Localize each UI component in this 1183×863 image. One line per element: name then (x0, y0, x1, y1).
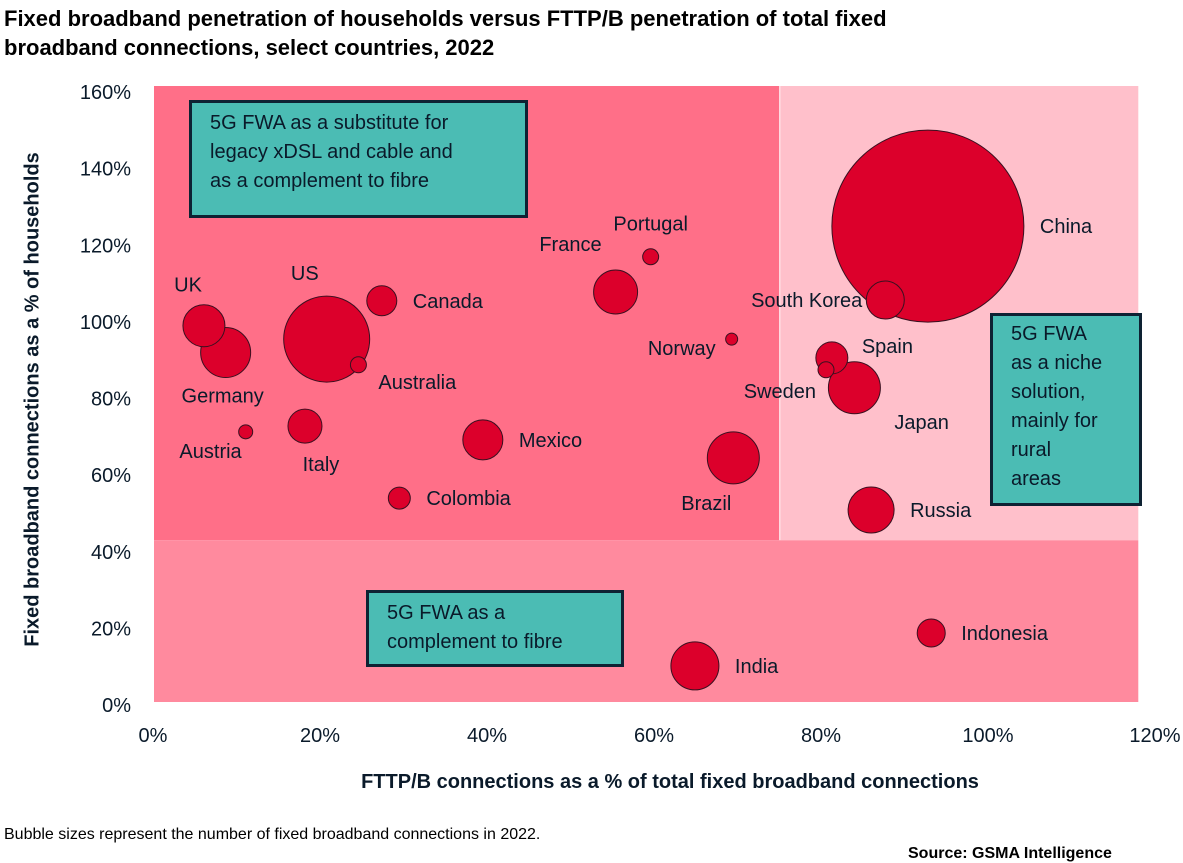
bubble-label: Colombia (426, 488, 511, 510)
bubble-us (283, 295, 371, 383)
bubble-colombia (387, 486, 411, 510)
x-tick-label: 100% (962, 725, 1013, 747)
chart-title-line-1: Fixed broadband penetration of household… (4, 6, 887, 31)
callout-niche-line: mainly for (1011, 410, 1098, 432)
x-axis-label: FTTP/B connections as a % of total fixed… (361, 771, 979, 793)
callout-substitute-line: legacy xDSL and cable and (210, 141, 453, 163)
bubble-sweden (817, 361, 835, 379)
bubble-label: France (539, 234, 601, 256)
x-tick-label: 0% (139, 725, 168, 747)
bubble-label: Portugal (613, 214, 688, 236)
y-tick-label: 160% (80, 82, 131, 104)
callout-niche-line: 5G FWA (1011, 323, 1087, 345)
y-tick-label: 60% (91, 465, 131, 487)
callout-niche-line: as a niche (1011, 352, 1103, 374)
bubble-italy (287, 408, 323, 444)
bubble-austria (238, 424, 254, 440)
callout-niche: 5G FWA as a niche solution, mainly for r… (990, 313, 1142, 506)
callout-substitute-line: 5G FWA as a substitute for (210, 112, 449, 134)
callout-niche-line: rural (1011, 439, 1052, 461)
bubble-label: Italy (303, 454, 340, 476)
bubble-indonesia (916, 618, 946, 648)
chart-title-line-2: broadband connections, select countries,… (4, 35, 495, 60)
x-tick-label: 40% (467, 725, 507, 747)
bubble-label: China (1040, 216, 1093, 238)
bubble-label: US (291, 263, 319, 285)
bubble-label: Australia (378, 372, 457, 394)
y-tick-label: 120% (80, 235, 131, 257)
bubble-india (670, 641, 720, 691)
callout-niche-line: solution, (1011, 381, 1086, 403)
bubble-china (831, 129, 1025, 323)
chart-title: Fixed broadband penetration of household… (4, 4, 1154, 62)
bubbles (182, 129, 1025, 691)
callout-substitute-line: as a complement to fibre (210, 170, 429, 192)
bubble-south-korea (865, 280, 905, 320)
callout-substitute: 5G FWA as a substitute for legacy xDSL a… (189, 100, 528, 218)
y-tick-label: 100% (80, 312, 131, 334)
callout-complement: 5G FWA as a complement to fibre (366, 590, 624, 667)
bubble-canada (366, 285, 398, 317)
x-axis-ticks: 0% 20% 40% 60% 80% 100% 120% (139, 725, 1181, 747)
bubble-label: Germany (182, 386, 264, 408)
bubble-label: Sweden (744, 381, 816, 403)
bubble-label: Spain (862, 336, 913, 358)
y-tick-label: 140% (80, 159, 131, 181)
callout-niche-line: areas (1011, 468, 1062, 490)
bubble-label: South Korea (751, 290, 863, 312)
x-tick-label: 60% (634, 725, 674, 747)
bubble-france (593, 269, 639, 315)
bubble-norway (725, 332, 739, 346)
bubble-brazil (706, 431, 760, 485)
bubble-label: Mexico (519, 430, 582, 452)
y-axis-ticks: 0% 20% 40% 60% 80% 100% 120% 140% 160% (80, 82, 131, 717)
x-tick-label: 80% (801, 725, 841, 747)
y-tick-label: 80% (91, 389, 131, 411)
bubble-label: Canada (413, 291, 484, 313)
bubble-label: Indonesia (961, 623, 1049, 645)
bubble-australia (349, 356, 367, 374)
y-tick-label: 0% (102, 695, 131, 717)
y-axis-label: Fixed broadband connections as a % of ho… (21, 152, 44, 647)
region-complement (154, 540, 1139, 702)
source-note: Source: GSMA Intelligence (908, 845, 1112, 862)
bubble-label: Brazil (681, 493, 731, 515)
bubble-label: Norway (648, 338, 716, 360)
bubble-label: Japan (894, 412, 949, 434)
bubble-size-note: Bubble sizes represent the number of fix… (4, 826, 541, 843)
callout-complement-line: complement to fibre (387, 631, 563, 653)
bubble-label: India (735, 656, 779, 678)
bubble-label: Austria (179, 441, 242, 463)
y-tick-label: 40% (91, 542, 131, 564)
x-tick-label: 120% (1129, 725, 1180, 747)
bubble-uk (182, 304, 226, 348)
bubble-russia (847, 486, 895, 534)
bubble-japan (827, 361, 881, 415)
callout-complement-line: 5G FWA as a (387, 602, 506, 624)
bubble-mexico (462, 419, 504, 461)
bubble-labels: China US UK Germany Canada Australia Austria It… (174, 214, 1093, 678)
bubble-label: UK (174, 275, 202, 297)
x-tick-label: 20% (300, 725, 340, 747)
bubble-label: Russia (910, 500, 972, 522)
y-tick-label: 20% (91, 618, 131, 640)
bubble-portugal (642, 248, 660, 266)
